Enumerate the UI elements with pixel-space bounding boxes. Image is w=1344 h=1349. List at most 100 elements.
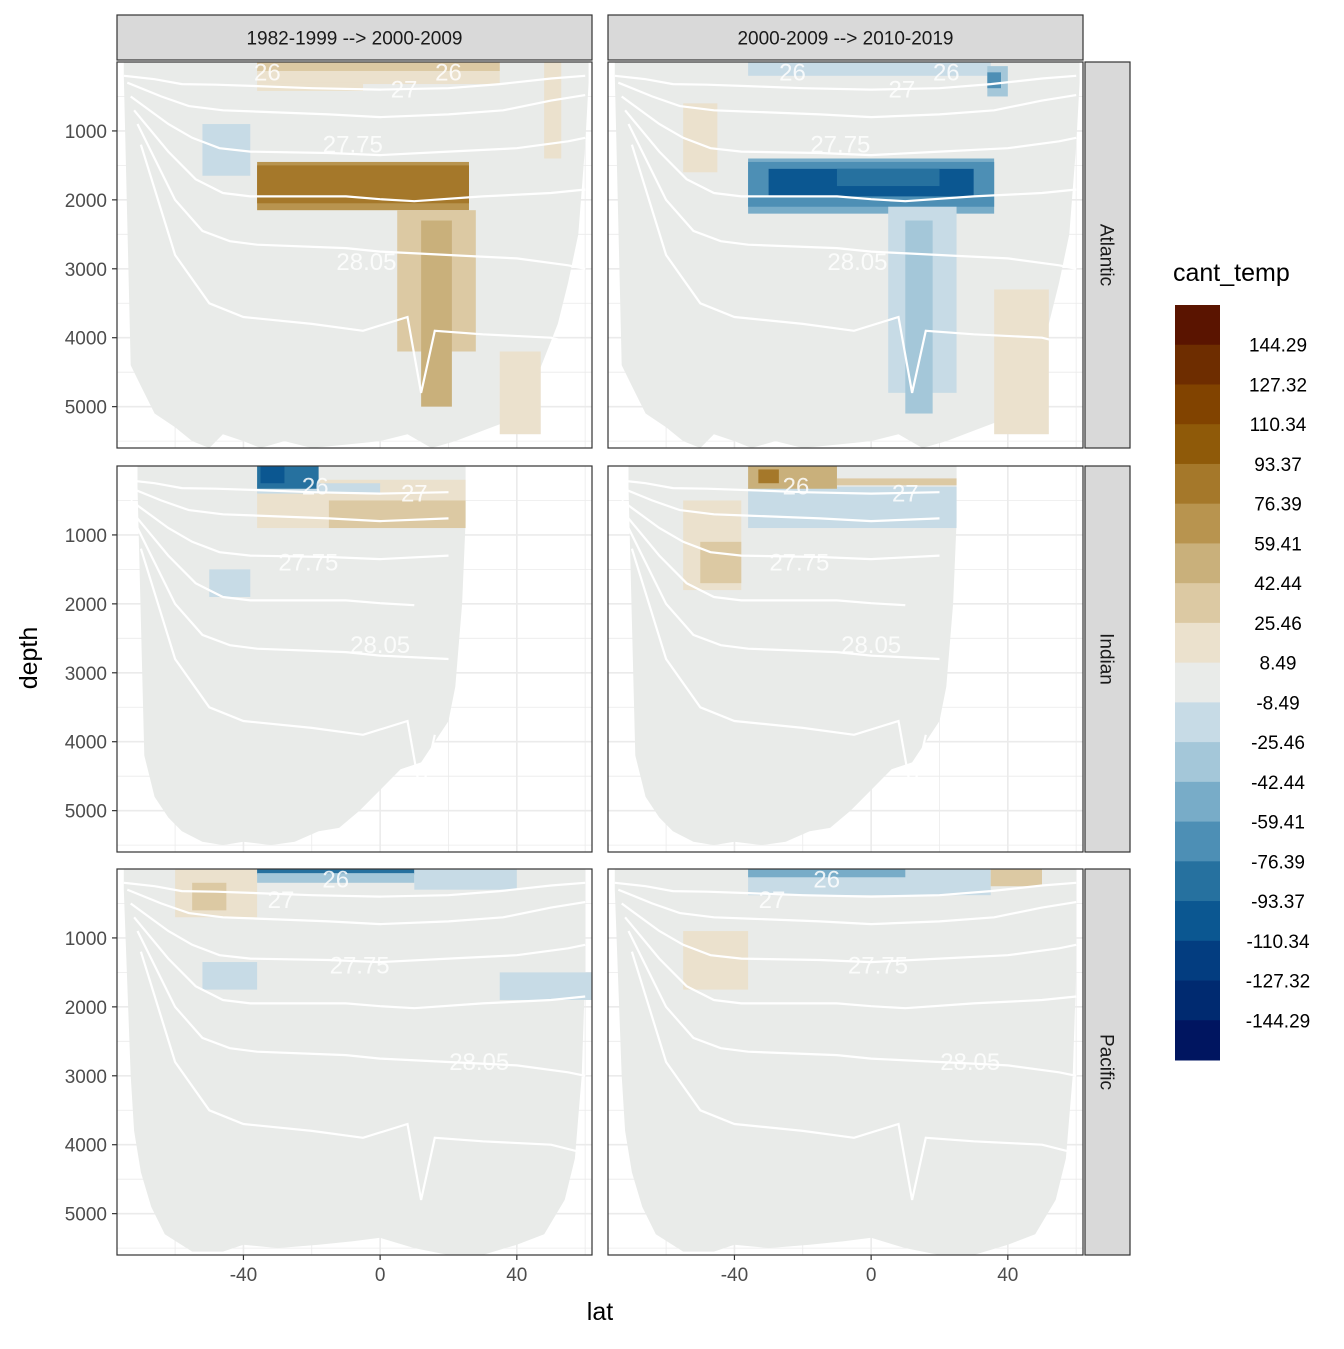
isopycnal-label: 27: [391, 77, 418, 104]
isopycnal-line: [624, 916, 1077, 1010]
anomaly-patch: [202, 962, 258, 990]
legend-color-segment: [1175, 622, 1220, 664]
isopycnal-line: [624, 109, 1077, 203]
legend: cant_temp 144.29 127.32 110.34 93.37 76.39 59…: [1173, 259, 1310, 1061]
isopycnal-line: [133, 109, 586, 203]
anomaly-patch: [311, 172, 449, 197]
panel-border: [116, 465, 593, 853]
y-tick-label: 3000: [65, 260, 107, 281]
isopycnal-label: 26: [322, 866, 349, 893]
legend-break-label: -110.34: [1246, 932, 1309, 953]
column-strip-label: 2000-2009 --> 2010-2019: [737, 29, 953, 50]
ocean-section: [137, 466, 466, 846]
isopycnal-line: [123, 881, 586, 898]
legend-break-label: -8.49: [1256, 693, 1299, 714]
isopycnal-label: 28.05: [336, 249, 396, 276]
column-strip-1: 1982-1999 --> 2000-2009: [116, 14, 593, 61]
isopycnal-line: [139, 144, 579, 394]
panel-pacific-2: 26 27 27.75 28.05: [607, 868, 1084, 1256]
isopycnal-line: [630, 548, 927, 798]
isopycnal-label: 27.75: [323, 132, 383, 159]
isopycnal-label: 28.05: [940, 1049, 1000, 1076]
legend-break-label: 59.41: [1254, 534, 1302, 555]
legend-color-segment: [1175, 543, 1220, 584]
legend-color-segment: [1175, 702, 1220, 743]
isopycnal-line: [126, 81, 586, 119]
legend-color-segment: [1175, 344, 1220, 385]
isopycnal-label: 26: [435, 59, 462, 86]
x-tick-label: 0: [375, 1265, 386, 1286]
y-tick-label: 1000: [65, 122, 107, 143]
anomaly-patch: [421, 220, 452, 407]
isopycnal-label: 27.75: [769, 550, 829, 577]
isopycnal-label: 27.75: [848, 953, 908, 980]
row-strip-label: Indian: [1096, 633, 1117, 685]
anomaly-patch: [683, 931, 749, 990]
legend-break-label: -76.39: [1251, 852, 1305, 873]
panel-border: [116, 868, 593, 1256]
legend-title: cant_temp: [1173, 259, 1290, 287]
y-tick-label: 2000: [65, 998, 107, 1019]
legend-color-segment: [1175, 463, 1220, 505]
panel-indian-2: 26 27 27.75 28.05: [607, 465, 1084, 853]
legend-break-label: 42.44: [1254, 574, 1302, 595]
y-tick-label: 2000: [65, 595, 107, 616]
isopycnal-line: [123, 74, 586, 91]
isopycnal-label: 26: [783, 474, 810, 501]
isopycnal-line: [617, 485, 940, 523]
legend-break-label: -59.41: [1251, 813, 1305, 834]
x-tick-label: 40: [506, 1265, 527, 1286]
isopycnal-line: [136, 123, 586, 270]
anomaly-patch: [328, 500, 466, 529]
x-tick-label: -40: [721, 1265, 748, 1286]
y-tick-label: 5000: [65, 1205, 107, 1226]
isopycnal-line: [126, 888, 586, 926]
y-tick-label: 3000: [65, 1067, 107, 1088]
isopycnal-line: [627, 527, 940, 661]
legend-color-segment: [1175, 662, 1220, 703]
x-axis-title: lat: [587, 1298, 613, 1326]
legend-color-segment: [1175, 503, 1220, 544]
legend-color-segment: [1175, 742, 1220, 783]
isopycnal-line: [621, 95, 1077, 157]
y-tick-label: 1000: [65, 929, 107, 950]
isopycnal-line: [624, 513, 906, 607]
isopycnal-label: 26: [254, 59, 281, 86]
anomaly-patch: [257, 82, 364, 91]
panel-atlantic-2: 26 26 27 27.75 28.05: [607, 61, 1084, 449]
panel-border: [607, 465, 1084, 853]
anomaly-patch: [192, 882, 227, 911]
legend-break-label: -25.46: [1251, 733, 1305, 754]
row-strip-pacific: Pacific: [1084, 868, 1131, 1256]
anomaly-patch: [748, 62, 991, 76]
ocean-section: [123, 869, 586, 1255]
panel-border: [607, 61, 1084, 449]
anomaly-patch: [257, 62, 500, 71]
isopycnal-label: 27: [268, 887, 295, 914]
isopycnal-label: 27.75: [278, 550, 338, 577]
isopycnal-label: 27.75: [330, 953, 390, 980]
anomaly-patch: [994, 289, 1049, 435]
legend-color-segment: [1175, 861, 1220, 902]
isopycnal-line: [627, 123, 1077, 270]
legend-color-segment: [1175, 424, 1220, 465]
isopycnal-line: [630, 144, 1070, 394]
legend-break-label: 144.29: [1249, 336, 1307, 357]
legend-color-segment: [1175, 901, 1220, 942]
isopycnal-line: [130, 95, 586, 157]
row-strip-label: Pacific: [1096, 1034, 1117, 1090]
panel-pacific-1: 26 27 27.75 28.05: [116, 866, 593, 1256]
isopycnal-line: [130, 499, 449, 561]
legend-color-segment: [1175, 583, 1220, 624]
anomaly-patch: [414, 869, 517, 890]
isopycnal-label: 28.05: [350, 632, 410, 659]
legend-color-segment: [1175, 1020, 1220, 1061]
legend-break-label: 93.37: [1254, 455, 1302, 476]
legend-color-segment: [1175, 821, 1220, 862]
isopycnal-line: [621, 902, 1077, 964]
legend-break-label: 110.34: [1250, 415, 1307, 436]
anomaly-patch: [990, 869, 1042, 887]
isopycnal-label: 27: [892, 481, 919, 508]
anomaly-patch: [260, 466, 285, 484]
